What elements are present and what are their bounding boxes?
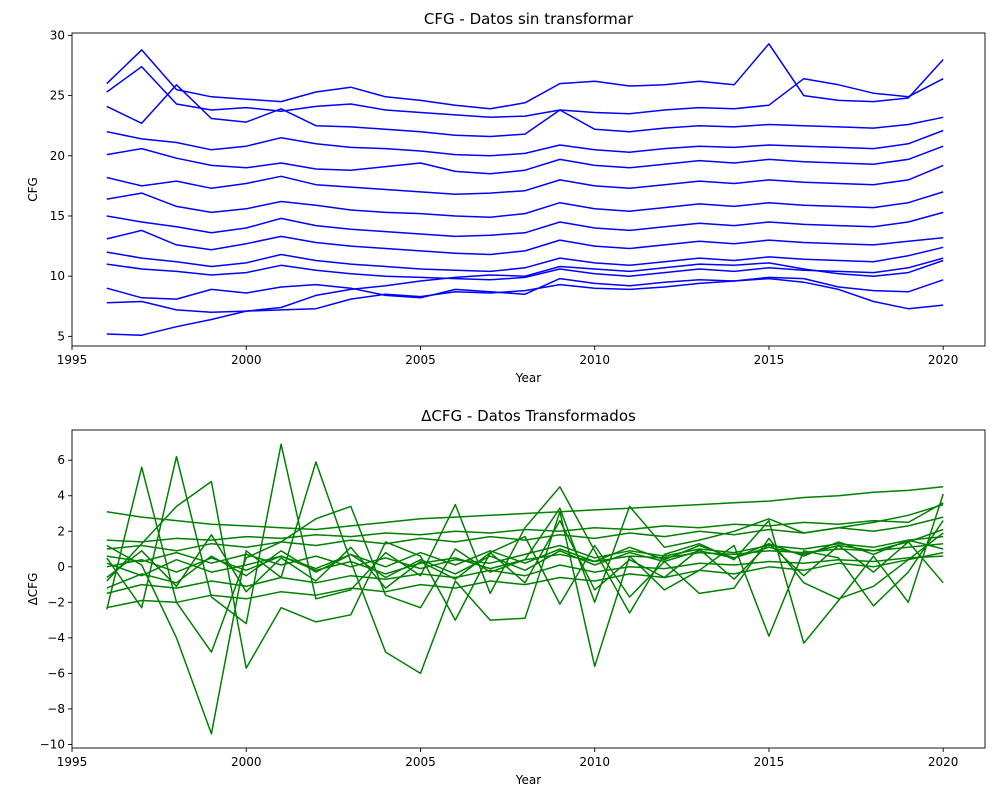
y-tick-label: 25 xyxy=(50,89,65,103)
y-tick-label: 15 xyxy=(50,209,65,223)
x-tick-label: 2015 xyxy=(754,353,785,367)
x-tick-label: 2000 xyxy=(231,755,262,769)
y-tick-label: −8 xyxy=(47,702,65,716)
series-line-3 xyxy=(106,84,944,138)
series-line-7 xyxy=(106,555,944,595)
chart-panel-1: 1995 2000 2005 2010 2015 2020 5 10 15 20 25 30 CFG -… xyxy=(26,10,986,385)
chart-title: ΔCFG - Datos Transformados xyxy=(421,407,636,425)
y-tick-label: −2 xyxy=(47,595,65,609)
series-line-3 xyxy=(106,443,944,644)
x-axis-label: Year xyxy=(515,773,541,787)
series-line-10 xyxy=(106,535,944,570)
plot-frame xyxy=(71,32,986,347)
y-tick-label: 4 xyxy=(57,489,65,503)
series-line-14 xyxy=(106,539,944,573)
y-axis-label: ΔCFG xyxy=(26,573,40,606)
series-line-11 xyxy=(106,257,944,281)
x-tick-label: 2010 xyxy=(579,755,610,769)
series-line-4 xyxy=(106,461,944,735)
series-line-13 xyxy=(106,541,944,589)
series-line-1 xyxy=(106,43,944,110)
y-tick-label: 6 xyxy=(57,453,65,467)
x-tick-label: 2005 xyxy=(405,755,436,769)
series-line-7 xyxy=(106,191,944,218)
y-axis-label: CFG xyxy=(26,177,40,202)
series-line-4 xyxy=(106,129,944,157)
chart-panel-2: 1995 2000 2005 2010 2015 2020 −10 −8 −6 −4 −2 0 2 4 6 Δ… xyxy=(26,407,986,787)
series-line-8 xyxy=(106,516,944,552)
series-line-8 xyxy=(106,211,944,238)
y-tick-label: 10 xyxy=(50,269,65,283)
series-line-12 xyxy=(106,502,944,543)
series-group xyxy=(106,443,944,735)
x-tick-label: 2020 xyxy=(928,353,959,367)
y-tick-label: −4 xyxy=(47,631,65,645)
series-line-14 xyxy=(106,259,944,336)
x-tick-label: 2000 xyxy=(231,353,262,367)
x-tick-label: 2010 xyxy=(579,353,610,367)
y-tick-label: −10 xyxy=(40,737,65,751)
plot-frame xyxy=(71,429,986,749)
y-tick-label: 5 xyxy=(57,329,65,343)
x-tick-label: 1995 xyxy=(57,755,88,769)
x-tick-label: 2015 xyxy=(754,755,785,769)
series-line-1 xyxy=(106,486,944,531)
series-group xyxy=(106,43,944,336)
series-line-9 xyxy=(106,551,944,609)
y-tick-label: 2 xyxy=(57,524,65,538)
chart-title: CFG - Datos sin transformar xyxy=(424,10,634,28)
y-tick-label: −6 xyxy=(47,666,65,680)
series-line-5 xyxy=(106,480,944,669)
y-tick-label: 0 xyxy=(57,560,65,574)
series-line-10 xyxy=(106,246,944,273)
series-line-2 xyxy=(106,65,944,119)
series-line-5 xyxy=(106,145,944,175)
y-tick-label: 20 xyxy=(50,149,65,163)
series-line-6 xyxy=(106,542,944,577)
x-tick-label: 2005 xyxy=(405,353,436,367)
series-line-9 xyxy=(106,229,944,256)
x-tick-label: 2020 xyxy=(928,755,959,769)
series-line-11 xyxy=(106,519,944,593)
x-tick-label: 1995 xyxy=(57,353,88,367)
y-tick-label: 30 xyxy=(50,28,65,42)
x-axis-label: Year xyxy=(515,371,541,385)
series-line-6 xyxy=(106,164,944,196)
series-line-12 xyxy=(106,276,944,300)
